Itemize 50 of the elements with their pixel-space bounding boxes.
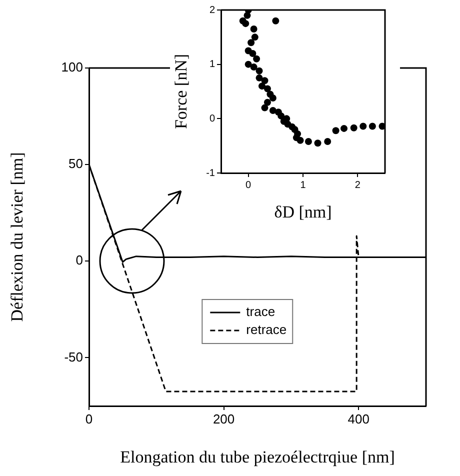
point [251,34,258,41]
point [261,77,268,84]
point [368,122,376,130]
point [256,67,263,74]
point [244,60,252,68]
point [269,94,276,102]
point [350,124,358,132]
y-tick-label: 2 [209,4,216,16]
x-tick-label: 2 [354,180,361,191]
point [256,74,263,82]
point [250,26,258,33]
point [360,122,367,130]
legend-label: retrace [246,322,287,338]
x-tick-label: 200 [212,411,235,426]
point [242,20,250,28]
point [261,104,268,112]
point [258,82,266,90]
x-axis-title: δD [nm] [274,202,332,222]
point [296,136,304,144]
point [250,64,258,71]
y-tick-label: 50 [68,156,83,172]
x-tick-label: 400 [348,411,370,426]
y-tick-label: 0 [76,252,83,268]
y-tick-label: 100 [61,60,83,75]
point [304,138,312,145]
point [378,122,385,130]
x-tick-label: 0 [246,180,252,191]
point [264,85,271,92]
y-tick-label: -50 [64,349,83,364]
point [248,39,255,46]
point [253,55,260,62]
point [249,50,256,57]
y-tick-label: 0 [209,113,216,124]
point [264,98,271,106]
x-tick-label: 1 [300,180,306,191]
point [269,107,276,114]
point [332,127,340,134]
y-tick-label: -1 [206,168,216,179]
point [324,138,332,145]
point [278,112,285,120]
legend-label: trace [246,304,276,320]
x-tick-label: 0 [85,411,93,426]
x-axis-title: Elongation du tube piezoélectrqiue [nm] [120,447,395,466]
y-tick-label: 1 [209,59,216,70]
point [272,17,280,24]
y-axis-title: Force [nN] [172,54,191,130]
y-axis-title: Déflexion du levier [nm] [8,152,27,322]
point [340,124,348,132]
point [244,12,251,19]
point [314,140,322,147]
